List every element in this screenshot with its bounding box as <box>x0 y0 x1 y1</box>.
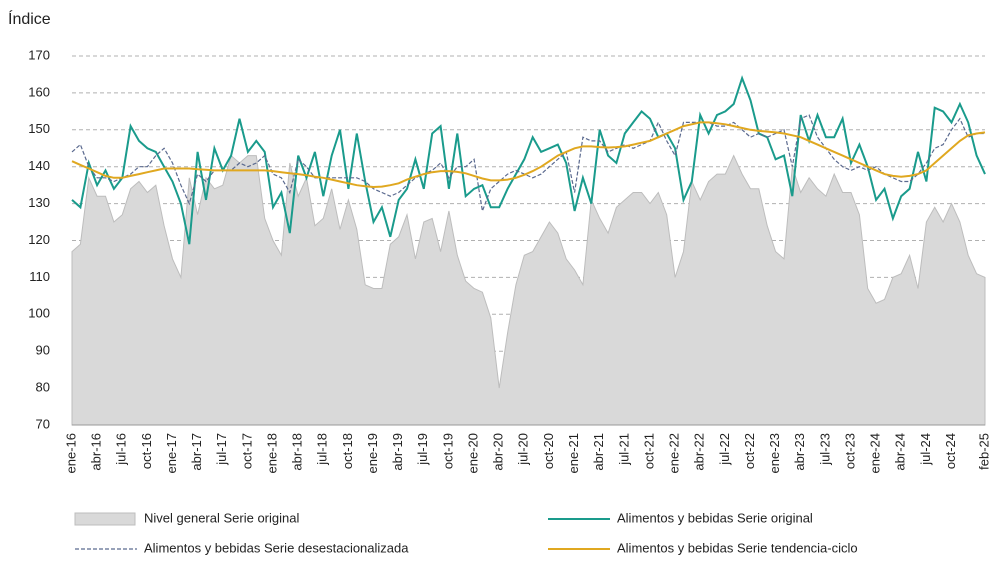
x-tick-label: oct-18 <box>340 433 355 469</box>
x-tick-label: oct-17 <box>239 433 254 469</box>
line <box>71 121 986 189</box>
x-tick-label: ene-20 <box>465 433 480 473</box>
legend-swatch <box>74 512 136 526</box>
y-tick-label: 100 <box>28 306 50 321</box>
x-tick-label: oct-20 <box>541 433 556 469</box>
x-tick-label: ene-24 <box>868 433 883 473</box>
x-tick-label: jul-22 <box>717 433 732 466</box>
area <box>71 154 986 426</box>
y-tick-label: 130 <box>28 195 50 210</box>
y-tick-label: 170 <box>28 47 50 62</box>
x-tick-label: ene-23 <box>767 433 782 473</box>
x-tick-label: jul-20 <box>516 433 531 466</box>
x-tick-label: feb-25 <box>976 433 991 470</box>
legend-label: Alimentos y bebidas Serie original <box>617 510 813 525</box>
y-tick-label: 120 <box>28 232 50 247</box>
x-tick-label: jul-23 <box>817 433 832 466</box>
x-tick-label: abr-17 <box>189 433 204 471</box>
x-tick-label: abr-20 <box>491 433 506 471</box>
x-tick-label: abr-21 <box>591 433 606 471</box>
x-tick-label: oct-22 <box>742 433 757 469</box>
y-tick-label: 140 <box>28 158 50 173</box>
x-tick-label: oct-19 <box>440 433 455 469</box>
x-tick-label: abr-23 <box>792 433 807 471</box>
legend-label: Alimentos y bebidas Serie tendencia-cicl… <box>617 540 858 555</box>
x-tick-label: ene-22 <box>667 433 682 473</box>
x-tick-label: abr-18 <box>290 433 305 471</box>
x-tick-label: ene-17 <box>164 433 179 473</box>
y-tick-label: 160 <box>28 84 50 99</box>
x-tick-label: jul-19 <box>415 433 430 466</box>
x-tick-label: jul-24 <box>918 433 933 466</box>
y-tick-label: 150 <box>28 121 50 136</box>
x-tick-label: abr-16 <box>89 433 104 471</box>
x-tick-label: abr-22 <box>692 433 707 471</box>
x-tick-label: ene-18 <box>264 433 279 473</box>
x-tick-label: oct-21 <box>641 433 656 469</box>
x-tick-label: jul-21 <box>616 433 631 466</box>
x-tick-label: oct-23 <box>842 433 857 469</box>
x-tick-label: jul-17 <box>214 433 229 466</box>
line <box>71 75 986 245</box>
legend-label: Nivel general Serie original <box>144 510 299 525</box>
x-tick-label: ene-21 <box>566 433 581 473</box>
x-tick-label: abr-24 <box>893 433 908 471</box>
y-tick-label: 110 <box>29 269 50 284</box>
y-tick-label: 90 <box>36 343 50 358</box>
y-axis-label: Índice <box>8 9 51 28</box>
y-tick-label: 70 <box>36 416 50 431</box>
x-tick-label: abr-19 <box>390 433 405 471</box>
x-tick-label: oct-16 <box>139 433 154 469</box>
x-tick-label: jul-16 <box>114 433 129 466</box>
x-tick-label: oct-24 <box>943 433 958 469</box>
legend-label: Alimentos y bebidas Serie desestacionali… <box>144 540 409 555</box>
y-tick-label: 80 <box>36 380 50 395</box>
x-tick-label: ene-16 <box>63 433 78 473</box>
x-tick-label: jul-18 <box>315 433 330 466</box>
x-tick-label: ene-19 <box>365 433 380 473</box>
